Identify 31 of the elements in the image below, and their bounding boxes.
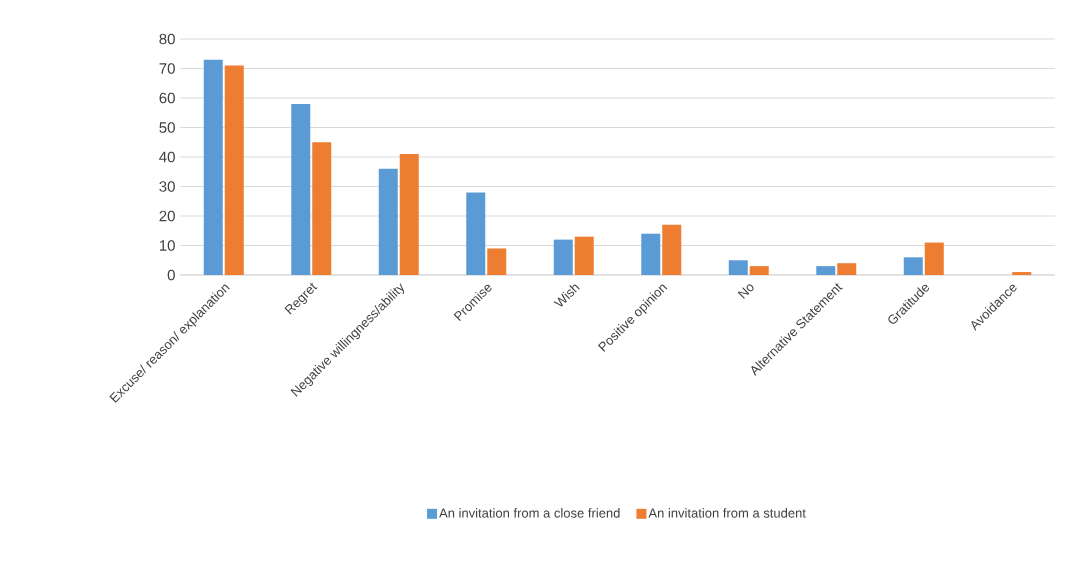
y-tick-label: 30 bbox=[159, 181, 175, 192]
legend-label: An invitation from a close friend bbox=[439, 508, 620, 518]
bar bbox=[487, 248, 507, 276]
bar bbox=[837, 263, 857, 276]
bar bbox=[924, 242, 944, 276]
bar bbox=[399, 154, 419, 276]
y-tick-label: 70 bbox=[159, 63, 175, 74]
bar bbox=[641, 233, 661, 276]
bar bbox=[1012, 272, 1032, 276]
y-tick-label: 20 bbox=[159, 210, 175, 222]
y-tick-label: 40 bbox=[159, 151, 175, 163]
y-tick-label: 60 bbox=[159, 92, 175, 104]
bar bbox=[291, 103, 311, 276]
bar bbox=[574, 236, 594, 276]
bar bbox=[749, 266, 769, 276]
bar bbox=[224, 65, 244, 276]
bar bbox=[378, 168, 398, 276]
y-tick-label: 80 bbox=[159, 33, 175, 45]
y-tick-label: 0 bbox=[167, 269, 175, 281]
bar bbox=[312, 142, 332, 276]
bar bbox=[553, 239, 573, 276]
y-tick-label: 10 bbox=[159, 240, 175, 251]
bar bbox=[662, 224, 682, 276]
legend-label: An invitation from a student bbox=[648, 508, 806, 518]
x-tick-label: No bbox=[737, 284, 754, 299]
bar bbox=[728, 260, 748, 276]
bar bbox=[203, 59, 223, 276]
y-tick-label: 50 bbox=[159, 122, 175, 133]
bar bbox=[816, 266, 836, 276]
bar bbox=[903, 257, 923, 276]
bar bbox=[466, 192, 486, 276]
